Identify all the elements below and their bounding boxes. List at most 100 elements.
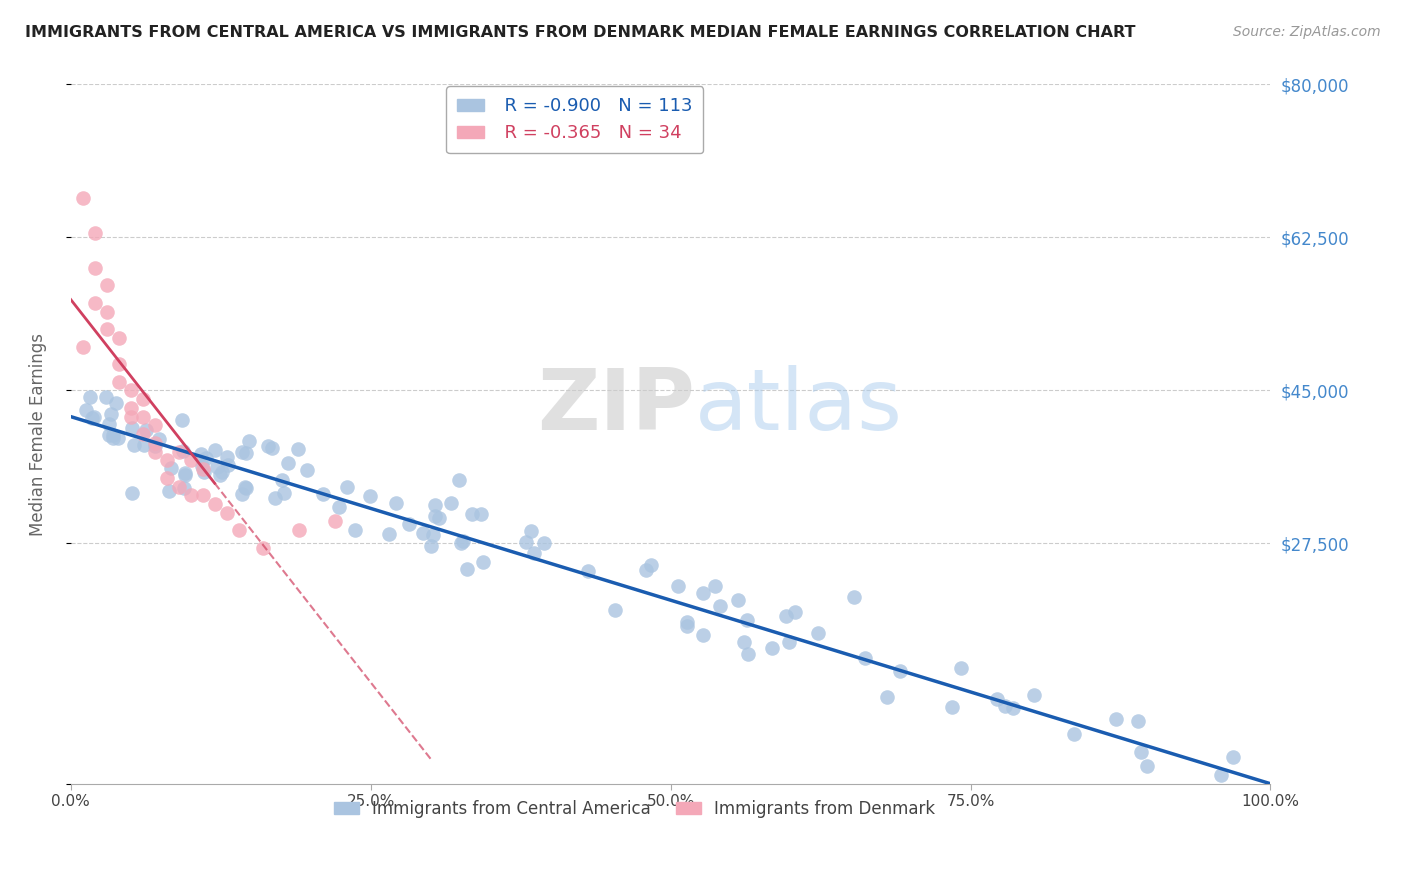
Point <box>775 609 797 624</box>
Point <box>634 563 657 577</box>
Point <box>191 462 214 476</box>
Point <box>287 523 309 537</box>
Point <box>422 528 444 542</box>
Point <box>107 331 129 345</box>
Point <box>190 459 212 474</box>
Point <box>180 453 202 467</box>
Point <box>211 465 233 479</box>
Point <box>703 579 725 593</box>
Point <box>96 322 118 336</box>
Point <box>167 479 190 493</box>
Point <box>271 473 294 487</box>
Point <box>853 650 876 665</box>
Point <box>194 450 217 465</box>
Point <box>231 445 253 459</box>
Point <box>180 488 202 502</box>
Point <box>157 483 180 498</box>
Point <box>173 467 195 482</box>
Point <box>450 536 472 550</box>
Point <box>75 403 97 417</box>
Point <box>986 692 1008 706</box>
Point <box>733 634 755 648</box>
Point <box>709 599 731 613</box>
Point <box>1128 714 1150 728</box>
Point <box>412 525 434 540</box>
Point <box>471 555 494 569</box>
Point <box>323 515 346 529</box>
Text: IMMIGRANTS FROM CENTRAL AMERICA VS IMMIGRANTS FROM DENMARK MEDIAN FEMALE EARNING: IMMIGRANTS FROM CENTRAL AMERICA VS IMMIG… <box>25 25 1136 40</box>
Point <box>260 441 283 455</box>
Point <box>1022 688 1045 702</box>
Point <box>941 700 963 714</box>
Point <box>807 626 830 640</box>
Point <box>131 427 153 442</box>
Point <box>1063 726 1085 740</box>
Text: atlas: atlas <box>695 365 903 448</box>
Point <box>273 485 295 500</box>
Point <box>1209 768 1232 782</box>
Point <box>842 590 865 604</box>
Legend: Immigrants from Central America, Immigrants from Denmark: Immigrants from Central America, Immigra… <box>328 793 942 824</box>
Point <box>143 444 166 458</box>
Point <box>277 456 299 470</box>
Point <box>735 614 758 628</box>
Point <box>398 516 420 531</box>
Point <box>233 480 256 494</box>
Point <box>1130 745 1153 759</box>
Point <box>204 497 226 511</box>
Point <box>950 661 973 675</box>
Point <box>143 418 166 433</box>
Point <box>378 527 401 541</box>
Point <box>470 507 492 521</box>
Point <box>420 539 443 553</box>
Point <box>204 443 226 458</box>
Point <box>515 535 537 549</box>
Point <box>159 461 181 475</box>
Point <box>666 579 689 593</box>
Point <box>461 507 484 521</box>
Point <box>456 562 478 576</box>
Point <box>297 463 319 477</box>
Y-axis label: Median Female Earnings: Median Female Earnings <box>30 333 46 535</box>
Point <box>427 511 450 525</box>
Point <box>264 491 287 506</box>
Point <box>533 536 555 550</box>
Point <box>100 407 122 421</box>
Point <box>235 446 257 460</box>
Point <box>385 495 408 509</box>
Point <box>120 401 142 415</box>
Point <box>156 453 179 467</box>
Point <box>1104 712 1126 726</box>
Point <box>761 641 783 656</box>
Point <box>122 437 145 451</box>
Point <box>172 413 194 427</box>
Point <box>156 471 179 485</box>
Point <box>103 431 125 445</box>
Point <box>121 421 143 435</box>
Point <box>217 458 239 472</box>
Point <box>238 434 260 448</box>
Point <box>167 444 190 458</box>
Point <box>83 409 105 424</box>
Point <box>520 524 543 538</box>
Point <box>107 431 129 445</box>
Point <box>107 357 129 371</box>
Point <box>131 409 153 424</box>
Point <box>1001 700 1024 714</box>
Point <box>72 191 94 205</box>
Point <box>94 391 117 405</box>
Point <box>172 444 194 458</box>
Point <box>447 473 470 487</box>
Point <box>576 564 599 578</box>
Point <box>523 546 546 560</box>
Point <box>83 260 105 275</box>
Point <box>785 605 807 619</box>
Point <box>135 423 157 437</box>
Point <box>603 603 626 617</box>
Point <box>79 390 101 404</box>
Point <box>131 392 153 406</box>
Point <box>453 534 475 549</box>
Point <box>173 481 195 495</box>
Point <box>994 698 1017 713</box>
Point <box>640 558 662 573</box>
